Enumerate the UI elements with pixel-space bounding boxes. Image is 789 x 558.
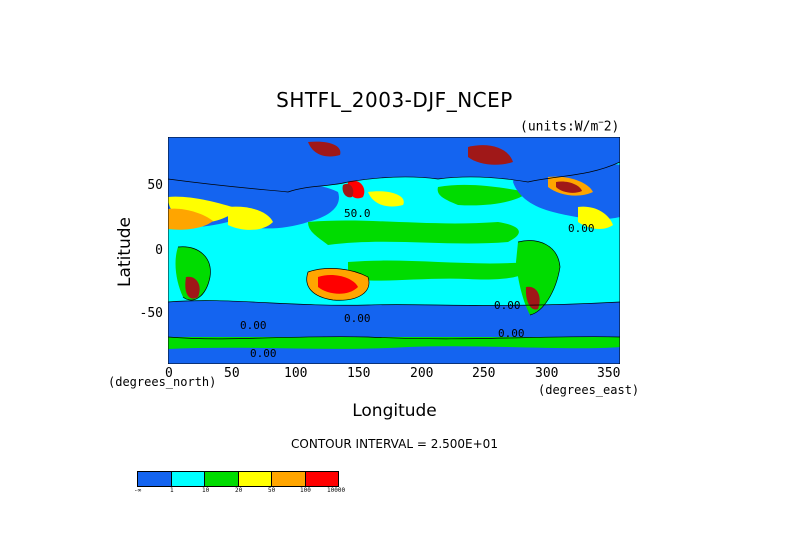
argentina-darkred [525, 286, 540, 310]
y-tick-minus-50: -50 [139, 306, 163, 321]
x-tick-300: 300 [535, 366, 559, 381]
australia-red [318, 275, 358, 294]
japan-darkred [342, 183, 354, 198]
map-title: SHTFL_2003-DJF_NCEP [276, 88, 513, 112]
heat-flux-map: 50.0 0.00 0.00 0.00 0.00 0.00 0.00 [168, 137, 620, 364]
contour-label: 0.00 [240, 319, 267, 332]
contour-label: 0.00 [250, 347, 277, 360]
y-unit-note: (degrees_north) [108, 375, 217, 389]
legend-label: 1 [170, 487, 174, 494]
color-legend [137, 471, 339, 487]
units-label: (units:W/m−2) [520, 118, 620, 135]
north-atlantic-darkred [468, 145, 513, 165]
antarctic-blue [168, 346, 620, 364]
x-tick-150: 150 [347, 366, 371, 381]
legend-swatch [205, 472, 239, 486]
contour-label: 0.00 [494, 299, 521, 312]
legend-label: 100 [300, 487, 311, 494]
contour-label: 0.00 [498, 327, 525, 340]
y-tick-0: 0 [155, 243, 163, 258]
tropical-green-1 [308, 220, 519, 245]
tropical-green-2 [348, 260, 531, 281]
arabia-yellow [228, 206, 273, 230]
legend-swatch [305, 472, 338, 486]
contour-interval: CONTOUR INTERVAL = 2.500E+01 [291, 437, 498, 451]
contour-label: 0.00 [344, 312, 371, 325]
x-unit-note: (degrees_east) [538, 383, 640, 397]
norwegian-sea-darkred [308, 141, 341, 157]
y-axis-label: Latitude [114, 217, 135, 287]
legend-label: 10000 [327, 487, 346, 494]
contour-label: 50.0 [344, 207, 371, 220]
y-tick-50: 50 [147, 178, 163, 193]
x-tick-250: 250 [472, 366, 496, 381]
contour-label: 0.00 [568, 222, 595, 235]
us-east-darkred [556, 181, 582, 193]
legend-label: 50 [268, 487, 276, 494]
x-tick-350: 350 [597, 366, 621, 381]
legend-swatch [272, 472, 306, 486]
legend-swatch [171, 472, 205, 486]
legend-label: 10 [202, 487, 210, 494]
sahara-orange [168, 208, 213, 230]
legend-label: 20 [235, 487, 243, 494]
x-tick-50: 50 [224, 366, 240, 381]
legend-swatch [238, 472, 272, 486]
south-africa-green [175, 246, 211, 301]
x-tick-100: 100 [284, 366, 308, 381]
legend-label: -∞ [134, 487, 142, 494]
atlantic-yellow [578, 206, 613, 229]
south-africa-darkred [185, 276, 200, 299]
north-blue-region [168, 137, 620, 192]
contour-lines [168, 161, 620, 340]
x-tick-200: 200 [410, 366, 434, 381]
legend-swatch [138, 472, 172, 486]
x-tick-0: 0 [165, 366, 173, 381]
south-blue-band [168, 300, 620, 339]
kuroshio-yellow [368, 191, 404, 207]
north-pacific-green [437, 184, 528, 206]
x-axis-label: Longitude [352, 401, 437, 421]
